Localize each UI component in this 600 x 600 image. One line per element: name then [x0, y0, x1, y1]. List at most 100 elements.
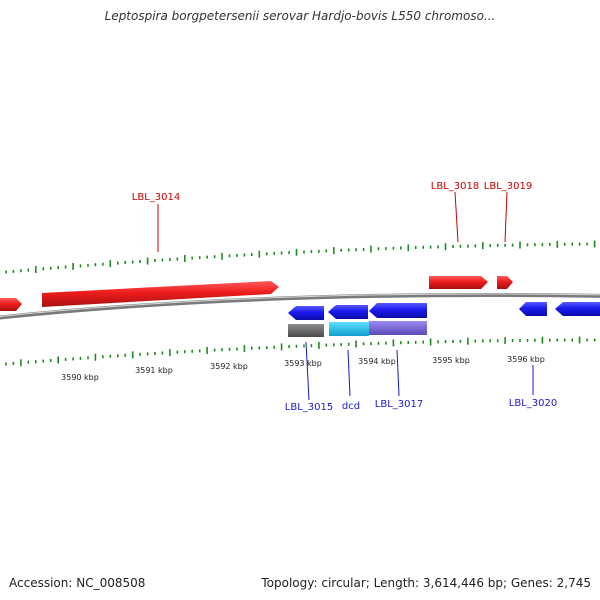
gc-outer-tick	[377, 247, 380, 251]
chromosome-backbone-highlight	[0, 293, 600, 317]
gc-inner-tick	[154, 352, 156, 355]
gc-inner-tick	[176, 350, 179, 354]
gc-inner-tick	[489, 339, 491, 343]
scale-label-3594: 3594 kbp	[358, 357, 396, 366]
gene-label-lbl-3018[interactable]: LBL_3018	[431, 181, 479, 192]
gene-lbl-3017[interactable]	[369, 303, 427, 318]
gc-outer-tick	[198, 256, 201, 260]
gene-label-lbl-3014[interactable]: LBL_3014	[132, 192, 180, 203]
gc-inner-tick	[169, 349, 171, 357]
gc-inner-tick	[87, 356, 89, 360]
gene-lbl-3014[interactable]	[42, 281, 279, 307]
scale-label-3596: 3596 kbp	[507, 355, 545, 364]
scale-label-3590: 3590 kbp	[61, 373, 99, 382]
gc-outer-tick	[556, 240, 559, 248]
feature-purple-block[interactable]	[369, 321, 427, 335]
gene-lbl-3015[interactable]	[288, 306, 324, 320]
gc-inner-tick	[385, 341, 387, 345]
gc-inner-tick	[288, 345, 290, 349]
gc-outer-tick	[146, 257, 149, 265]
gc-inner-tick	[198, 349, 201, 353]
gene-lbl-3020[interactable]	[519, 302, 547, 316]
gc-inner-tick	[429, 338, 432, 346]
gc-inner-tick	[534, 338, 536, 342]
gc-outer-tick	[124, 261, 126, 264]
genome-summary: Topology: circular; Length: 3,614,446 bp…	[261, 576, 591, 590]
gc-outer-tick	[541, 243, 544, 247]
gc-outer-tick	[273, 251, 275, 255]
gc-inner-tick	[124, 353, 126, 357]
gc-outer-tick	[288, 251, 290, 255]
gc-outer-tick	[571, 242, 573, 246]
gc-outer-tick	[347, 248, 350, 252]
gc-outer-tick	[333, 247, 335, 255]
gc-inner-tick	[459, 339, 462, 343]
gene-label-lbl-3015[interactable]: LBL_3015	[285, 402, 333, 413]
gc-outer-tick	[593, 240, 596, 248]
gc-outer-tick	[325, 249, 328, 253]
gc-inner-tick	[258, 346, 261, 350]
accession-label: Accession: NC_008508	[9, 576, 146, 590]
callout-line-lbl-3019	[504, 191, 508, 243]
gc-outer-tick	[139, 260, 141, 263]
gc-inner-tick	[49, 359, 52, 362]
gc-outer-tick	[489, 244, 491, 248]
gc-outer-tick	[295, 248, 298, 256]
gc-inner-tick	[251, 346, 253, 350]
gc-inner-tick	[206, 347, 208, 354]
gene-label-lbl-3017[interactable]: LBL_3017	[375, 399, 423, 410]
gc-outer-tick	[35, 266, 37, 273]
gc-inner-tick	[444, 340, 447, 344]
gc-inner-tick	[318, 341, 320, 349]
gc-outer-tick	[414, 246, 417, 249]
gc-inner-tick	[310, 344, 313, 348]
gc-inner-tick	[377, 341, 380, 345]
gc-outer-tick	[169, 258, 171, 261]
scale-label-3595: 3595 kbp	[432, 356, 470, 365]
gc-outer-tick	[504, 243, 506, 247]
gc-outer-tick	[586, 242, 588, 246]
gc-inner-tick	[12, 361, 15, 365]
gc-outer-tick	[206, 255, 208, 259]
gc-inner-tick	[184, 350, 186, 354]
gc-outer-tick	[12, 269, 15, 273]
gc-outer-tick	[526, 243, 529, 247]
gc-outer-tick	[578, 242, 581, 246]
feature-gray-block[interactable]	[288, 324, 324, 337]
gene-label-dcd[interactable]: dcd	[342, 401, 360, 412]
gene-forward-left-edge[interactable]	[0, 298, 22, 311]
scale-label-3593: 3593 kbp	[284, 359, 322, 368]
gene-label-lbl-3019[interactable]: LBL_3019	[484, 181, 532, 192]
gc-inner-tick	[273, 345, 275, 349]
gc-outer-tick	[310, 250, 313, 254]
gc-inner-tick	[325, 343, 328, 347]
gc-inner-tick	[400, 341, 402, 345]
gc-outer-tick	[400, 246, 402, 250]
gc-outer-tick	[87, 263, 89, 267]
gc-inner-tick	[452, 340, 454, 343]
gc-inner-tick	[347, 342, 350, 346]
gc-outer-tick	[534, 243, 536, 247]
gc-inner-tick	[563, 338, 566, 342]
feature-cyan-block[interactable]	[329, 322, 369, 336]
gc-inner-tick	[303, 344, 305, 348]
forward-gene-callouts: LBL_3014 LBL_3018 LBL_3019	[132, 181, 532, 252]
gene-lbl-3018[interactable]	[429, 276, 488, 289]
gc-inner-tick	[571, 338, 573, 342]
gc-inner-tick	[243, 345, 246, 353]
gc-inner-tick	[228, 347, 231, 351]
gc-outer-tick	[385, 247, 387, 251]
gene-reverse-right-edge[interactable]	[555, 302, 600, 316]
gc-inner-tick	[5, 362, 7, 366]
gene-lbl-3019[interactable]	[497, 276, 513, 289]
gc-outer-tick	[221, 252, 223, 260]
gene-label-lbl-3020[interactable]: LBL_3020	[509, 398, 557, 409]
kbp-scale: 3590 kbp 3591 kbp 3592 kbp 3593 kbp 3594…	[61, 355, 545, 382]
gc-inner-tick	[146, 352, 149, 356]
reverse-gene-callouts: LBL_3015 dcd LBL_3017 LBL_3020	[285, 341, 557, 413]
gc-outer-tick	[79, 264, 82, 268]
gene-dcd[interactable]	[328, 305, 368, 319]
gc-outer-tick	[459, 244, 462, 248]
gc-inner-tick	[355, 340, 357, 348]
